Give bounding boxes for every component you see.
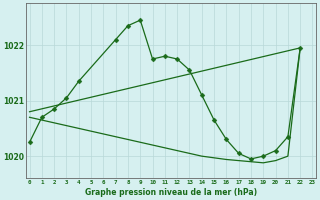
X-axis label: Graphe pression niveau de la mer (hPa): Graphe pression niveau de la mer (hPa) — [85, 188, 257, 197]
